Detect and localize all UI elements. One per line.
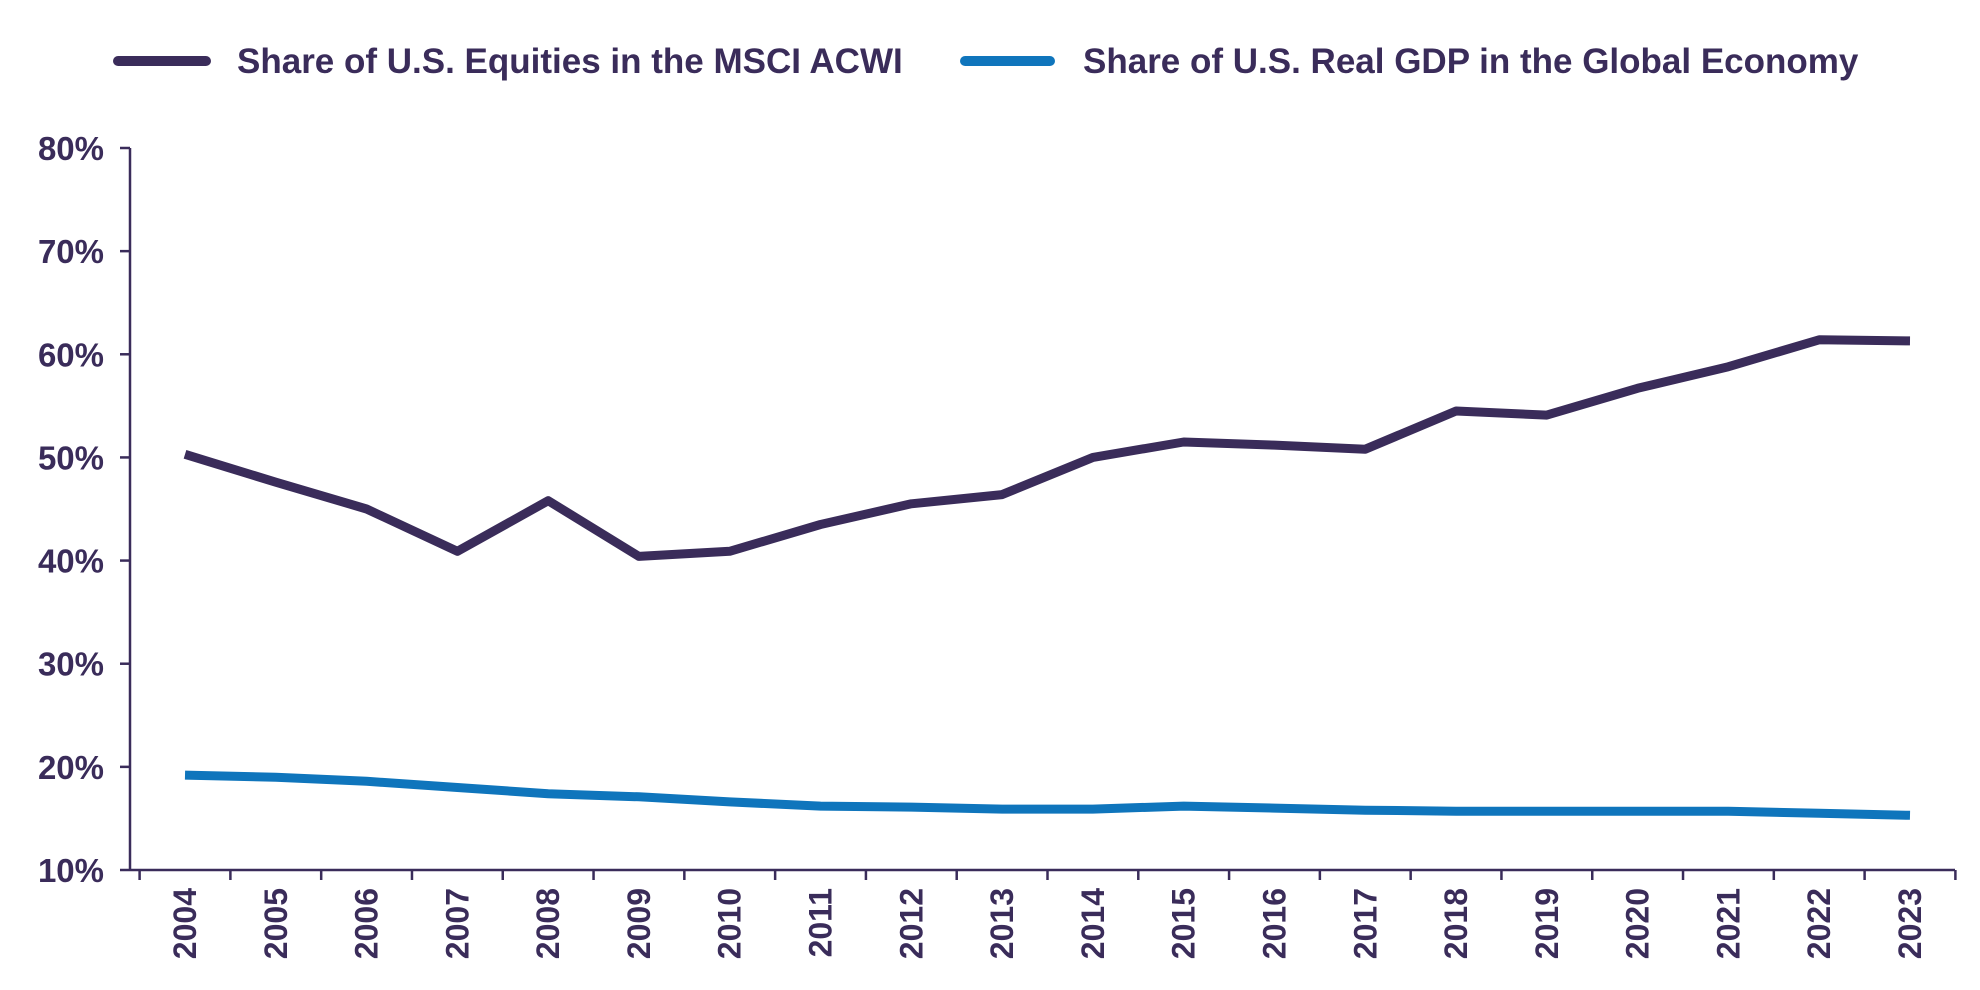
gdp-point-2020: [1633, 807, 1642, 816]
x-tick-label: 2020: [1620, 888, 1656, 959]
gdp-point-2014: [1088, 805, 1097, 814]
x-tick-label: 2017: [1347, 888, 1383, 959]
equities-point-2007: [453, 547, 462, 556]
gdp-point-2011: [816, 802, 825, 811]
equities-point-2019: [1542, 411, 1551, 420]
gdp-point-2015: [1179, 802, 1188, 811]
x-tick-label: 2010: [712, 888, 748, 959]
legend-label: Share of U.S. Real GDP in the Global Eco…: [1083, 42, 1859, 81]
equities-point-2023: [1906, 336, 1915, 345]
x-tick-label: 2009: [621, 888, 657, 959]
x-tick-label: 2007: [439, 888, 475, 959]
series-layer: [181, 335, 1915, 820]
equities-point-2011: [816, 520, 825, 529]
gdp-point-2008: [544, 789, 553, 798]
x-tick-label: 2005: [258, 888, 294, 959]
gdp-point-2017: [1361, 806, 1370, 815]
gdp-point-2013: [998, 805, 1007, 814]
gdp-point-2019: [1542, 807, 1551, 816]
y-tick-label: 30%: [38, 646, 104, 683]
x-tick-label: 2006: [349, 888, 385, 959]
equities-point-2016: [1270, 441, 1279, 450]
y-tick-label: 60%: [38, 336, 104, 373]
x-tick-label: 2019: [1529, 888, 1565, 959]
x-tick-label: 2008: [530, 888, 566, 959]
x-tick-label: 2012: [893, 888, 929, 959]
x-tick-label: 2016: [1256, 888, 1292, 959]
x-tick-label: 2004: [167, 888, 203, 959]
y-tick-label: 10%: [38, 852, 104, 889]
equities-point-2004: [181, 450, 190, 459]
gdp-point-2004: [181, 771, 190, 780]
equities-point-2022: [1815, 335, 1824, 344]
gdp-point-2012: [907, 803, 916, 812]
y-tick-label: 20%: [38, 749, 104, 786]
gdp-point-2023: [1906, 811, 1915, 820]
equities-point-2013: [998, 490, 1007, 499]
y-tick-label: 40%: [38, 543, 104, 580]
equities-point-2021: [1724, 362, 1733, 371]
x-tick-label: 2011: [803, 888, 839, 957]
y-tick-label: 70%: [38, 233, 104, 270]
y-tick-label: 50%: [38, 439, 104, 476]
equities-point-2015: [1179, 438, 1188, 447]
legend-item-gdp: Share of U.S. Real GDP in the Global Eco…: [960, 42, 1859, 81]
equities-point-2005: [271, 478, 280, 487]
series-line-equities: [183, 335, 1911, 561]
gdp-point-2018: [1452, 807, 1461, 816]
equities-point-2020: [1633, 384, 1642, 393]
gdp-point-2009: [634, 792, 643, 801]
equities-point-2014: [1088, 453, 1097, 462]
gdp-point-2007: [453, 783, 462, 792]
gdp-point-2016: [1270, 804, 1279, 813]
equities-point-2012: [907, 499, 916, 508]
equities-point-2008: [544, 496, 553, 505]
equities-point-2009: [634, 552, 643, 561]
x-tick-label: 2014: [1075, 888, 1111, 959]
axes: 80% 70% 60% 50% 40% 30% 20% 10% 2004 2005 2006 2007…: [38, 130, 1957, 959]
series-line-gdp: [184, 770, 1911, 820]
x-tick-label: 2022: [1801, 888, 1837, 959]
gdp-point-2006: [362, 777, 371, 786]
gdp-point-2021: [1724, 807, 1733, 816]
equities-point-2017: [1361, 445, 1370, 454]
equities-point-2010: [725, 547, 734, 556]
equities-point-2018: [1452, 407, 1461, 416]
legend-item-equities: Share of U.S. Equities in the MSCI ACWI: [113, 42, 903, 81]
gdp-point-2022: [1815, 809, 1824, 818]
x-tick-label: 2023: [1892, 888, 1928, 959]
gdp-point-2005: [271, 773, 280, 782]
x-tick-label: 2013: [984, 888, 1020, 959]
legend: Share of U.S. Equities in the MSCI ACWI S…: [113, 42, 1859, 81]
gdp-point-2010: [725, 797, 734, 806]
x-tick-label: 2021: [1710, 888, 1746, 959]
legend-label: Share of U.S. Equities in the MSCI ACWI: [237, 42, 903, 81]
equities-point-2006: [362, 505, 371, 514]
y-tick-label: 80%: [38, 130, 104, 167]
x-tick-label: 2018: [1438, 888, 1474, 959]
x-tick-label: 2015: [1166, 888, 1202, 959]
